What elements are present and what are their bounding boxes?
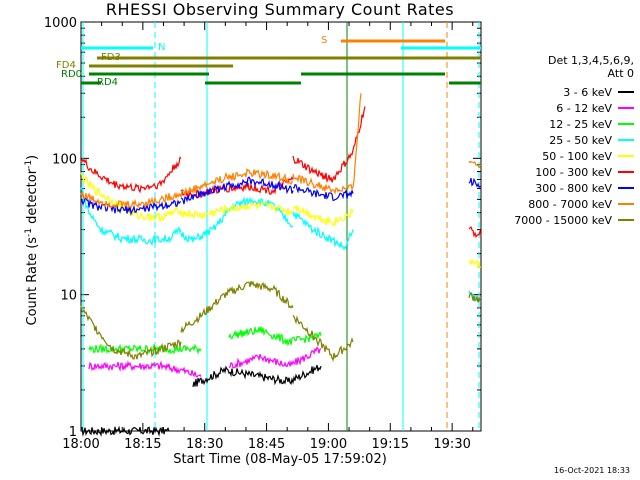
y-label-mid: detector xyxy=(25,168,41,228)
legend-label: 800 - 7000 keV xyxy=(528,197,612,211)
series-line xyxy=(88,360,202,378)
legend-entry: 300 - 800 keV xyxy=(482,180,634,196)
series-line xyxy=(180,176,294,205)
y-tick-label: 100 xyxy=(52,152,77,167)
flag-label: FD3 xyxy=(101,52,121,63)
flag-label: RD4 xyxy=(97,77,118,88)
legend-entry: 50 - 100 keV xyxy=(482,148,634,164)
series-line xyxy=(192,364,322,388)
series-line xyxy=(180,196,294,243)
series-line xyxy=(80,425,170,437)
legend-entry: 800 - 7000 keV xyxy=(482,196,634,212)
x-tick-label: 19:00 xyxy=(310,437,347,452)
legend-entry: 7000 - 15000 keV xyxy=(482,212,634,228)
legend-swatch xyxy=(618,155,634,157)
y-label-tail: ) xyxy=(25,154,41,160)
legend-swatch xyxy=(618,107,634,109)
legend-label: 300 - 800 keV xyxy=(535,181,612,195)
legend-entry: 3 - 6 keV xyxy=(482,84,634,100)
legend-label: 6 - 12 keV xyxy=(556,101,612,115)
y-label-sup2: -1 xyxy=(23,159,34,169)
series-line xyxy=(468,226,482,239)
legend-swatch xyxy=(618,91,634,93)
series-line xyxy=(80,187,182,247)
x-tick-label: 19:30 xyxy=(433,437,470,452)
legend-entry: 25 - 50 keV xyxy=(482,132,634,148)
x-tick-label: 18:30 xyxy=(186,437,223,452)
series-line xyxy=(292,93,362,195)
series-line xyxy=(80,197,182,217)
series-line xyxy=(468,291,482,303)
x-tick-label: 19:15 xyxy=(372,437,409,452)
legend-swatch xyxy=(618,219,634,221)
series-line xyxy=(468,258,482,268)
series-line xyxy=(468,177,482,189)
y-label-sup: -1 xyxy=(23,227,34,237)
y-label-text: Count Rate (s xyxy=(25,236,41,326)
legend-swatch xyxy=(618,171,634,173)
legend-label: 50 - 100 keV xyxy=(542,149,612,163)
y-tick-label: 1000 xyxy=(44,16,77,31)
legend-entry: 100 - 300 keV xyxy=(482,164,634,180)
legend-head-2: Att 0 xyxy=(607,67,634,80)
x-tick-label: 18:45 xyxy=(248,437,285,452)
legend-label: 100 - 300 keV xyxy=(535,165,612,179)
y-axis-label: Count Rate (s-1 detector-1) xyxy=(24,140,40,340)
series-line xyxy=(180,168,294,198)
legend-swatch xyxy=(618,203,634,205)
legend-swatch xyxy=(618,139,634,141)
x-tick-label: 18:15 xyxy=(124,437,161,452)
legend-label: 3 - 6 keV xyxy=(563,85,612,99)
series-line xyxy=(80,156,182,194)
legend-label: 7000 - 15000 keV xyxy=(514,213,612,227)
legend-swatch xyxy=(618,123,634,125)
series-line xyxy=(80,190,182,209)
date-stamp: 16-Oct-2021 18:33 xyxy=(554,466,630,475)
x-tick-label: 18:00 xyxy=(62,437,99,452)
y-tick-label: 1 xyxy=(69,425,77,440)
series-line xyxy=(80,305,182,360)
flag-label: S xyxy=(321,35,327,46)
series-line xyxy=(292,211,354,251)
flag-label: FD4 xyxy=(56,60,76,71)
series-line xyxy=(468,160,482,169)
series-line xyxy=(292,204,354,227)
series-line xyxy=(292,184,354,201)
series-line xyxy=(228,326,322,347)
legend-label: 12 - 25 keV xyxy=(549,117,612,131)
legend-label: 25 - 50 keV xyxy=(549,133,612,147)
x-axis-label: Start Time (08-May-05 17:59:02) xyxy=(173,452,387,467)
legend: Det 1,3,4,5,6,9, Att 0 3 - 6 keV 6 - 12 k… xyxy=(482,54,634,228)
series-line xyxy=(180,280,294,334)
series-line xyxy=(292,314,354,363)
legend-head-1: Det 1,3,4,5,6,9, xyxy=(547,54,634,67)
chart-title: RHESSI Observing Summary Count Rates xyxy=(105,0,455,19)
legend-entry: 12 - 25 keV xyxy=(482,116,634,132)
flag-label: RD0 xyxy=(61,69,82,80)
series-line xyxy=(292,106,366,184)
y-tick-label: 10 xyxy=(60,289,77,304)
legend-entry: 6 - 12 keV xyxy=(482,100,634,116)
series-line xyxy=(180,200,294,220)
legend-swatch xyxy=(618,187,634,189)
plot-frame xyxy=(80,21,482,432)
series-line xyxy=(228,346,322,369)
flag-label: N xyxy=(158,42,165,53)
